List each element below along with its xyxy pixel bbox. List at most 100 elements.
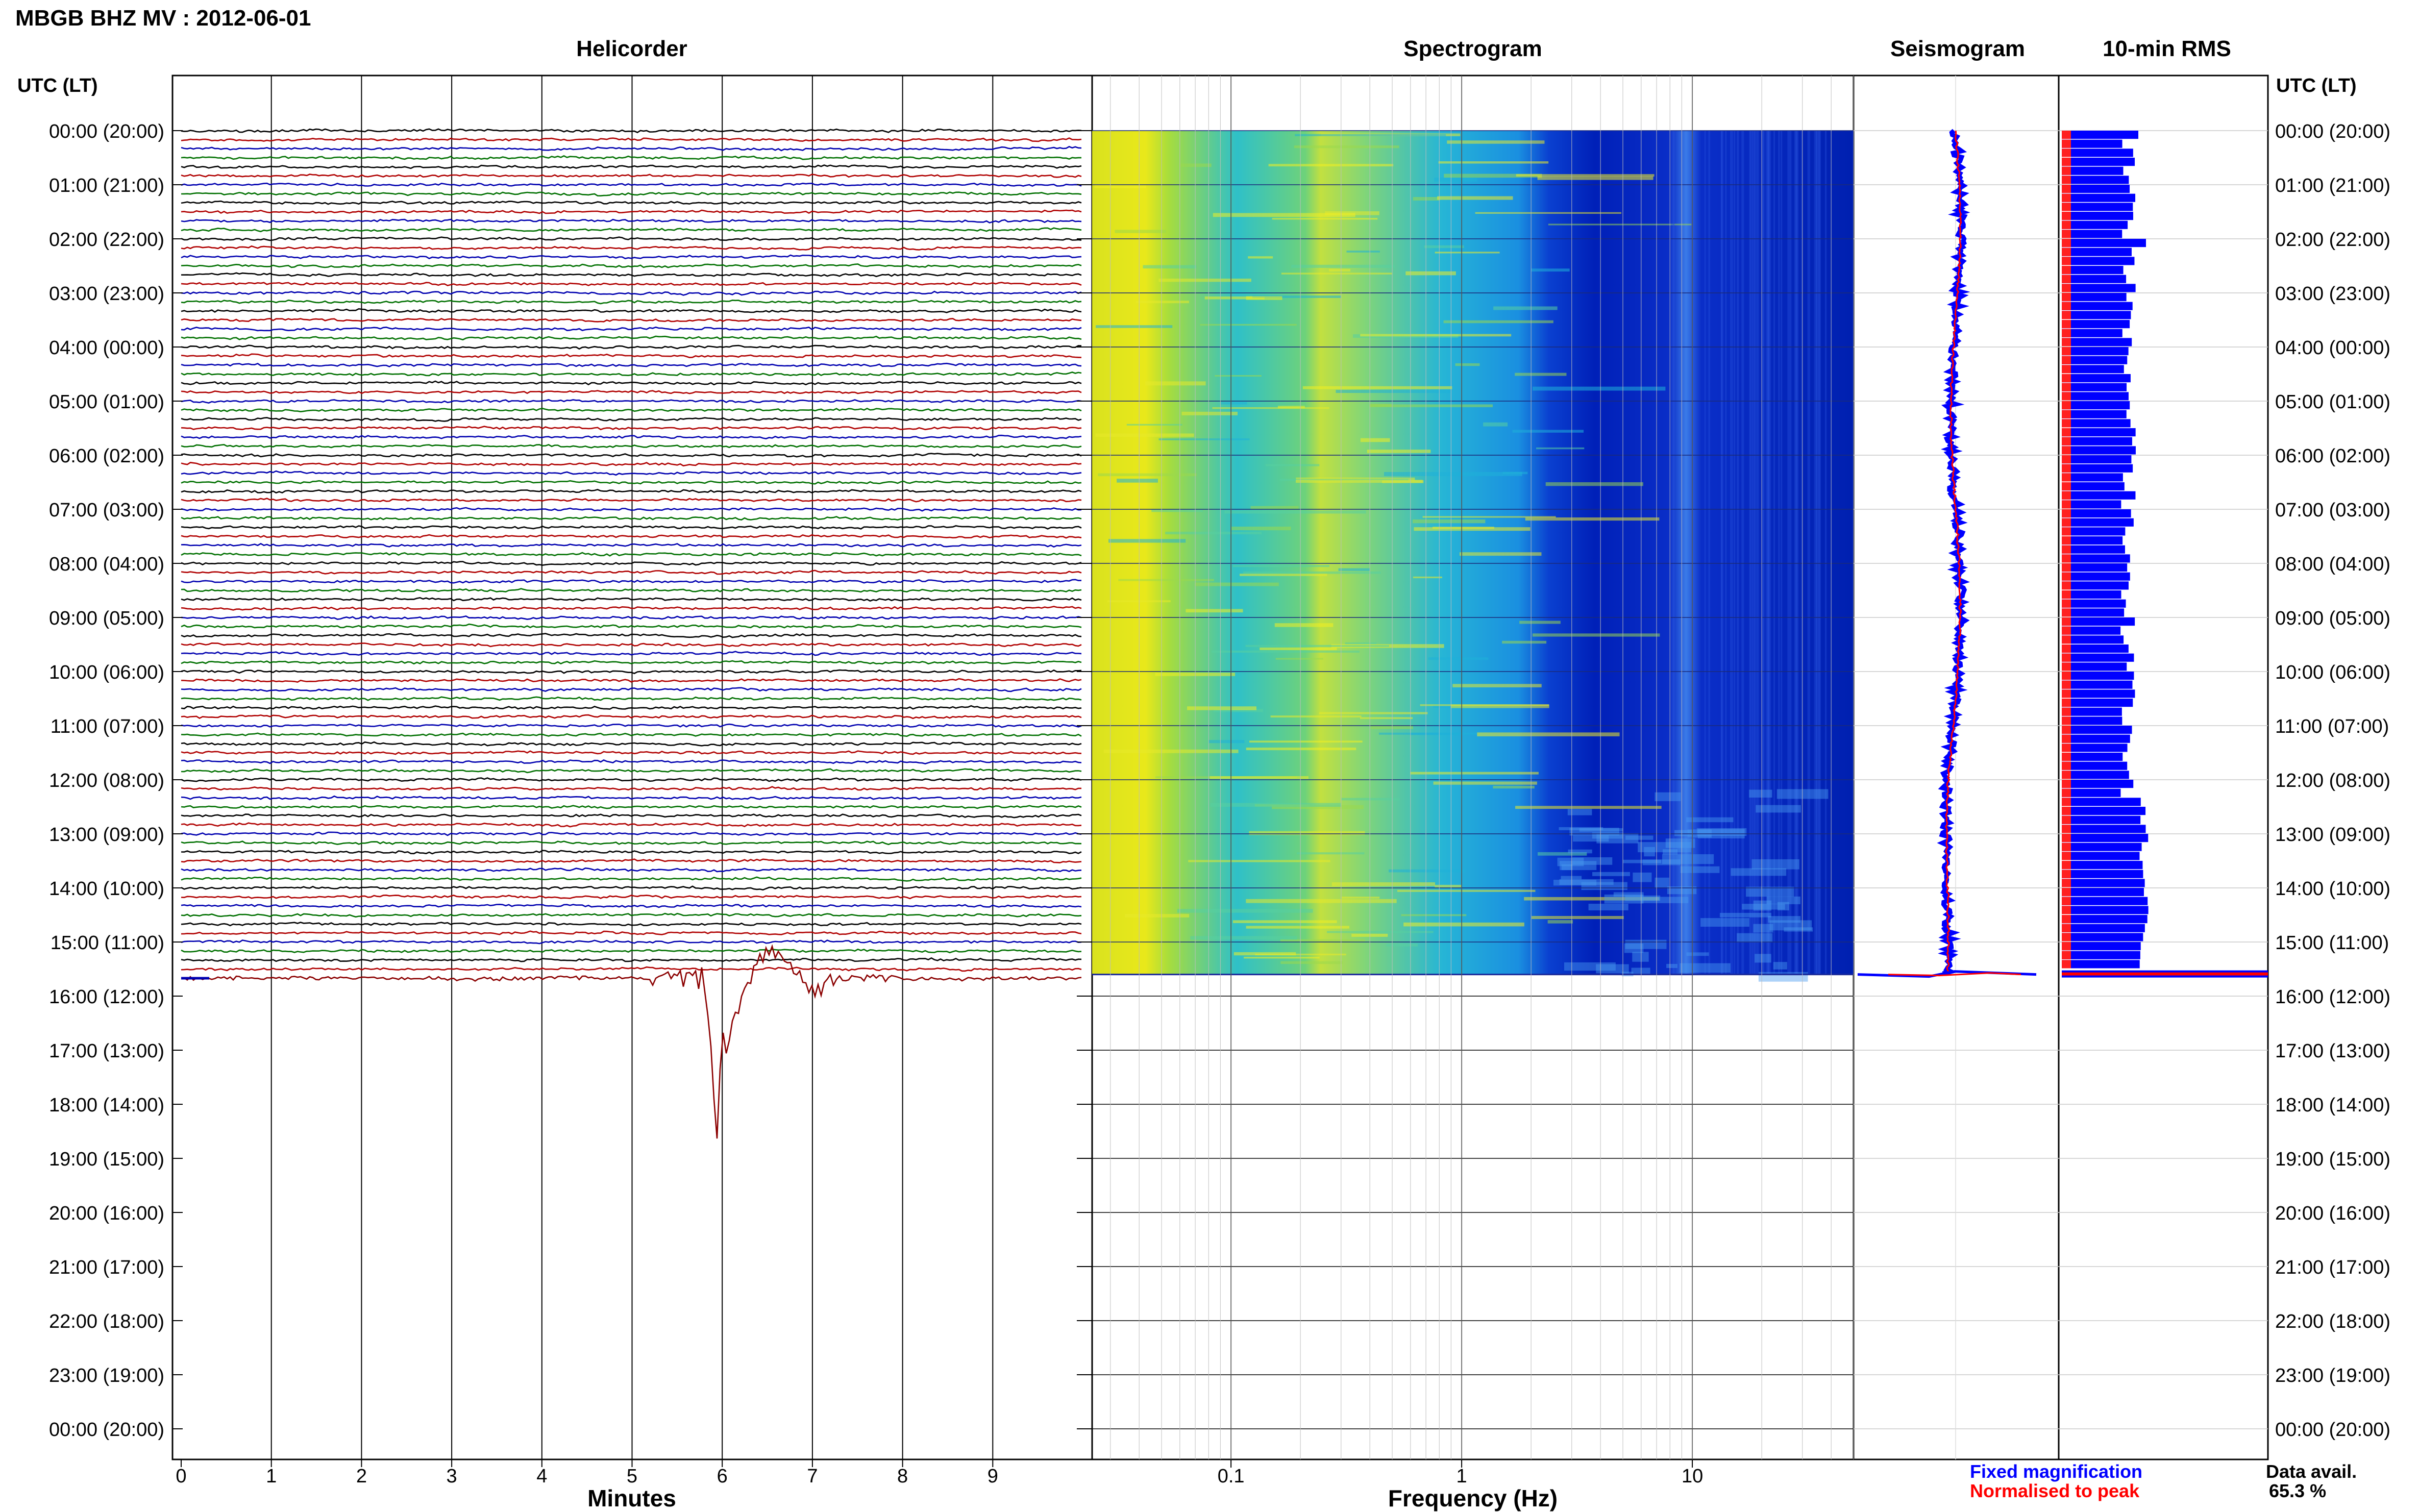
spectrogram-texture [1525,517,1660,521]
rms-bar-normalised [2062,707,2071,716]
rms-bar [2062,410,2127,418]
spectrogram-texture [1502,472,1528,475]
spectrogram-texture [1560,861,1597,871]
spectrogram-texture [1424,245,1464,249]
rms-bar-normalised [2062,743,2071,752]
spectrogram-texture [1115,230,1166,233]
rms-bar [2062,302,2133,310]
time-tick-label-right: 12:00 (08:00) [2275,770,2390,791]
spectrogram-texture [1435,884,1462,888]
rms-bar-normalised [2062,446,2071,455]
spectrogram-texture [1746,886,1794,897]
helicorder-xtick-label: 0 [176,1466,186,1487]
rms-bar [2062,924,2145,932]
rms-bar [2062,842,2142,851]
rms-bar [2062,825,2146,833]
helicorder-trace [181,922,1082,927]
rms-bar [2062,392,2129,401]
spectrogram-texture [1666,963,1677,968]
rms-bar [2062,374,2131,383]
rms-bar-normalised [2062,464,2071,473]
time-tick-label-right: 00:00 (20:00) [2275,1419,2390,1441]
spectrogram-texture [1737,933,1773,943]
spectrogram-texture [1752,131,1755,975]
helicorder-trace [181,805,1082,809]
rms-bar-normalised [2062,798,2071,806]
rms-bar-normalised [2062,392,2071,401]
rms-bar [2062,753,2123,761]
helicorder-trace [181,254,1082,260]
rms-bar-normalised [2062,220,2071,229]
helicorder-trace [181,642,1082,648]
spectrogram-texture [1455,363,1480,366]
spectrogram-texture [1098,473,1197,477]
rms-bar [2062,203,2133,211]
rms-bar-normalised [2062,879,2071,887]
spectrogram-texture [1749,789,1772,798]
rms-bar [2062,680,2133,689]
spectrogram-texture [1719,912,1771,918]
helicorder-trace [181,417,1082,422]
spectrogram-texture [1367,450,1431,453]
rms-bar [2062,257,2135,265]
spectrogram-texture [1622,859,1661,863]
spectrogram-texture [1766,896,1800,904]
spectrogram-texture [1818,131,1820,975]
spectrogram-texture [1633,872,1652,882]
helicorder-trace [181,462,1082,467]
rms-bar-normalised [2062,807,2071,815]
time-tick-label-left: 06:00 (02:00) [49,445,164,467]
spectrogram-texture [1477,732,1620,736]
spectrogram-texture [1704,131,1706,975]
rms-event-bar-normalised [2062,972,2268,976]
rms-bar [2062,166,2124,175]
spectrogram-texture [1401,914,1467,916]
spectrogram-texture [1561,864,1573,871]
helicorder-trace [181,903,1082,908]
rms-bar-normalised [2062,897,2071,905]
helicorder-trace [181,750,1082,755]
rms-bar-normalised [2062,374,2071,383]
rms-bar [2062,771,2129,779]
seismogram-event-normalised [1888,972,2021,977]
rms-bar-normalised [2062,716,2071,725]
spectrogram-texture [1422,516,1556,518]
helicorder-trace [181,705,1082,710]
helicorder-trace [181,335,1082,341]
helicorder-trace [181,579,1081,584]
spectrogram-texture [1741,131,1744,975]
helicorder-xtick-label: 5 [627,1466,637,1487]
time-tick-label-right: 07:00 (03:00) [2275,500,2390,521]
spectrogram-texture [1624,943,1644,953]
rms-bar-normalised [2062,293,2071,302]
time-tick-label-left: 23:00 (19:00) [49,1365,164,1386]
helicorder-trace [181,290,1082,296]
spectrogram-texture [1625,939,1667,949]
rms-bar [2062,897,2148,905]
rms-bar [2062,942,2141,951]
helicorder-trace [181,489,1082,494]
rms-bar [2062,230,2122,238]
helicorder-trace [181,434,1082,439]
time-tick-label-left: 14:00 (10:00) [49,878,164,900]
spectrogram-texture [1450,704,1549,708]
helicorder-trace [181,813,1082,819]
spectrogram-texture [1195,582,1279,586]
spectrogram-texture [1778,902,1789,911]
spectrogram-texture [1360,438,1390,442]
helicorder-trace [181,633,1082,638]
rms-bar [2062,356,2128,364]
spectrogram-texture [1592,872,1630,876]
rms-bar [2062,572,2130,581]
spectrogram-texture [1265,464,1320,466]
helicorder-trace [181,399,1082,404]
helicorder-trace [181,145,1082,152]
spectrogram-texture [1438,161,1549,164]
spectrogram-texture [1631,968,1650,975]
spectrogram-texture [1291,264,1395,268]
rms-bar [2062,645,2129,653]
spectrogram-texture [1773,962,1787,970]
rms-bar [2062,320,2130,329]
rms-bar-normalised [2062,645,2071,653]
spectrogram-texture [1370,725,1413,729]
